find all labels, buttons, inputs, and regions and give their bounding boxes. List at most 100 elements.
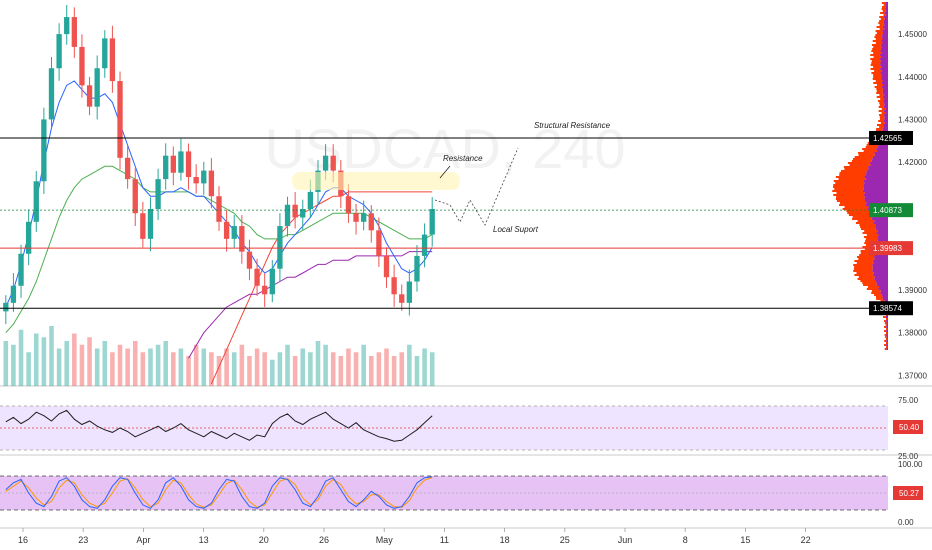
volume-profile-bar-up: [868, 166, 888, 168]
volume-profile-bar-up: [877, 230, 888, 232]
candle-body: [376, 230, 382, 256]
volume-profile-bar-up: [869, 162, 888, 164]
volume-profile-bar-down: [873, 74, 882, 76]
volume-profile-bar-up: [868, 168, 888, 170]
resistance-zone: [292, 172, 460, 190]
volume-profile-bar-down: [880, 300, 885, 302]
rsi-tick-upper: 75.00: [898, 396, 919, 405]
volume-bar: [292, 356, 298, 386]
volume-profile-bar-down: [865, 240, 878, 242]
volume-profile-bar-down: [852, 216, 873, 218]
volume-profile-bar-down: [884, 340, 887, 342]
volume-bar: [330, 352, 336, 386]
candle-body: [56, 34, 62, 69]
volume-bar: [285, 344, 290, 386]
volume-profile-bar-down: [838, 178, 866, 180]
volume-profile-bar-up: [880, 72, 888, 74]
price-tag: 1.39983: [873, 244, 902, 253]
volume-profile-bar-up: [880, 50, 888, 52]
rsi-line: [5, 409, 433, 442]
volume-bars: [3, 326, 435, 386]
volume-bar: [41, 337, 47, 386]
volume-profile-bar-down: [852, 158, 873, 160]
key-levels: [0, 137, 888, 309]
price-tag-bg: [869, 130, 913, 145]
volume-profile-bar-down: [880, 12, 885, 14]
volume-profile-bar-down: [858, 154, 875, 156]
volume-profile-bar-down: [879, 126, 885, 128]
volume-bar: [376, 352, 382, 386]
volume-bar: [125, 348, 130, 386]
volume-profile-bar-up: [886, 322, 888, 324]
volume-bar: [391, 356, 397, 386]
volume-profile-bar-up: [883, 120, 888, 122]
candle-body: [322, 155, 329, 171]
volume-profile-bar-down: [879, 114, 884, 116]
volume-profile-bar-up: [884, 104, 888, 106]
volume-profile-bar-up: [878, 286, 888, 288]
candle-body: [79, 46, 85, 86]
volume-profile-bar-up: [875, 224, 888, 226]
volume-bar: [56, 348, 62, 386]
volume-profile-bar-up: [864, 176, 888, 178]
volume-profile-bar-up: [883, 106, 888, 108]
volume-profile-bar-up: [863, 188, 888, 190]
price-axis: 1.45000 1.44000 1.43000 1.42000 1.39000 1.380…: [898, 30, 927, 380]
volume-profile-bar-up: [876, 148, 888, 150]
volume-profile-bar-down: [884, 348, 887, 350]
volume-profile-bar-up: [885, 112, 888, 114]
volume-profile-bar-up: [866, 170, 888, 172]
volume-profile-bar-up: [863, 186, 888, 188]
volume-profile-bar-down: [875, 80, 883, 82]
volume-profile-bar-down: [886, 342, 888, 344]
volume-bar: [270, 359, 275, 386]
volume-profile-bar-up: [882, 96, 888, 98]
candle-body: [201, 170, 207, 184]
volume-bar: [368, 356, 374, 386]
volume-profile-bar-down: [871, 60, 881, 62]
volume-profile-bar-down: [874, 294, 882, 296]
volume-profile-bar-down: [860, 280, 876, 282]
candle-body: [147, 208, 154, 239]
volume-profile-bar-down: [875, 30, 883, 32]
candle-body: [307, 191, 314, 209]
volume-profile-bar-down: [880, 18, 885, 20]
volume-profile-bar-up: [886, 326, 888, 328]
volume-profile-bar-up: [887, 346, 888, 348]
stoch-panel: [0, 475, 888, 511]
volume-profile-bar-up: [887, 318, 888, 320]
volume-profile-bar-up: [882, 298, 888, 300]
volume-profile-bar-down: [844, 206, 869, 208]
volume-profile-bar-down: [863, 284, 877, 286]
volume-profile-bar-down: [856, 272, 874, 274]
time-tick-label: 22: [801, 535, 811, 545]
volume-profile-bar-down: [870, 54, 881, 56]
volume-profile-bar-up: [884, 24, 888, 26]
volume-profile-bar-up: [886, 320, 888, 322]
volume-profile-bar-up: [884, 102, 888, 104]
price-tick-label: 1.42000: [898, 158, 927, 167]
candle-body: [353, 213, 359, 222]
volume-bar: [87, 337, 92, 386]
volume-profile-bar-up: [885, 14, 888, 16]
volume-profile-bar-down: [875, 38, 883, 40]
volume-profile-bar-up: [881, 74, 888, 76]
volume-profile-bar-up: [881, 40, 888, 42]
price-tag-bg: [869, 241, 913, 256]
volume-bar: [300, 348, 306, 386]
volume-profile-bar-up: [866, 202, 888, 204]
volume-profile-bar-up: [878, 288, 888, 290]
volume-profile-bar-up: [880, 48, 888, 50]
candle-body: [231, 226, 237, 239]
volume-profile-bar-down: [876, 26, 883, 28]
candle-body: [368, 213, 374, 231]
volume-profile-bar-down: [879, 118, 885, 120]
candle-body: [163, 155, 169, 180]
volume-profile-bar-down: [860, 252, 876, 254]
volume-profile-bar-up: [886, 336, 888, 338]
time-tick-label: 8: [683, 535, 688, 545]
time-tick-label: 11: [440, 535, 449, 545]
volume-profile-bar-up: [872, 260, 888, 262]
volume-profile-bar-down: [865, 238, 879, 240]
volume-profile-bar-up: [880, 54, 888, 56]
